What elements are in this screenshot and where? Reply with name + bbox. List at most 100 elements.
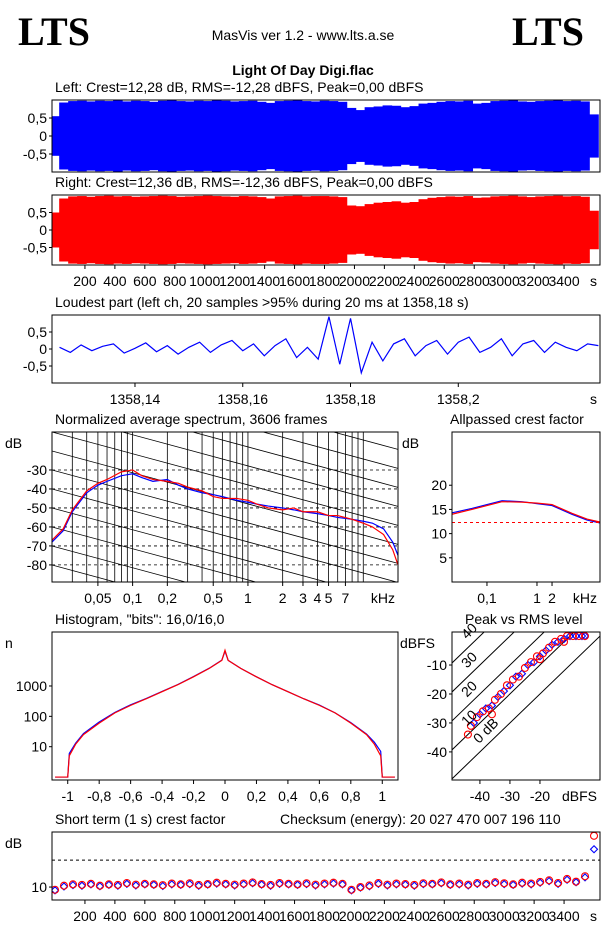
x-tick-label: 0,5 xyxy=(203,590,223,606)
point xyxy=(374,878,383,888)
waveform-envelope xyxy=(52,212,60,248)
waveform-envelope xyxy=(68,196,78,264)
panel-title: Allpassed crest factor xyxy=(450,411,584,427)
waveform-envelope xyxy=(481,102,491,170)
point xyxy=(266,880,275,889)
waveform-envelope xyxy=(454,196,465,264)
waveform-envelope xyxy=(418,103,429,169)
point xyxy=(580,872,590,881)
waveform-envelope xyxy=(391,201,402,259)
waveform-envelope xyxy=(346,205,357,255)
plot-area xyxy=(52,432,398,582)
waveform-envelope xyxy=(553,100,563,172)
waveform-envelope xyxy=(508,100,518,172)
point xyxy=(463,881,473,890)
waveform-envelope xyxy=(373,106,384,166)
point xyxy=(383,881,392,890)
waveform-envelope xyxy=(409,106,420,166)
point xyxy=(545,876,554,885)
waveform-envelope xyxy=(265,102,276,170)
waveform-envelope xyxy=(166,196,177,264)
point xyxy=(580,632,590,641)
x-tick-label: 1358,16 xyxy=(217,391,268,407)
data-line xyxy=(59,316,599,376)
x-tick-label: 400 xyxy=(103,908,127,924)
point xyxy=(131,880,140,889)
x-tick-label: 3200 xyxy=(519,273,550,289)
waveform-envelope xyxy=(463,100,474,172)
waveform-envelope xyxy=(526,101,536,171)
waveform-envelope xyxy=(409,202,420,258)
point xyxy=(559,634,569,644)
waveform-envelope xyxy=(238,196,249,264)
point xyxy=(544,876,554,886)
point xyxy=(553,879,563,889)
x-tick-label: 400 xyxy=(103,273,127,289)
crest-line xyxy=(452,635,600,780)
point xyxy=(239,879,248,888)
point xyxy=(505,681,515,690)
point xyxy=(463,730,472,739)
point xyxy=(320,879,329,888)
waveform-envelope xyxy=(256,101,267,171)
y-tick-label: -70 xyxy=(27,538,47,554)
point xyxy=(158,881,167,890)
point xyxy=(473,878,482,888)
point xyxy=(437,878,446,887)
waveform-envelope xyxy=(544,196,554,264)
y-tick-label: -30 xyxy=(27,462,47,478)
y-tick-label: 10 xyxy=(31,739,47,755)
waveform-envelope xyxy=(445,196,456,264)
plot-area xyxy=(52,100,599,172)
point xyxy=(248,878,257,887)
waveform-envelope xyxy=(229,101,240,171)
point xyxy=(167,880,177,889)
waveform-envelope xyxy=(220,100,231,172)
y-tick-label: 5 xyxy=(439,550,447,566)
waveform-envelope xyxy=(122,101,132,171)
waveform-envelope xyxy=(140,101,150,171)
x-tick-label: 0,6 xyxy=(310,788,330,804)
point xyxy=(77,881,87,890)
waveform-envelope xyxy=(193,196,204,264)
reference-slope xyxy=(52,469,398,564)
point xyxy=(490,695,499,704)
waveform-envelope xyxy=(562,196,572,264)
x-tick-label: -1 xyxy=(62,788,75,804)
point xyxy=(320,880,329,889)
waveform-envelope xyxy=(301,101,312,171)
waveform-envelope xyxy=(535,196,545,264)
waveform-envelope xyxy=(247,100,258,172)
x-tick-label: 1358,2 xyxy=(437,391,480,407)
point xyxy=(455,879,464,888)
point xyxy=(392,880,401,889)
point xyxy=(104,880,113,889)
point xyxy=(248,878,257,888)
x-tick-label: 2400 xyxy=(399,273,430,289)
x-tick-label: 200 xyxy=(73,273,97,289)
plot-area xyxy=(52,195,599,265)
waveform-envelope xyxy=(113,196,123,264)
waveform-envelope xyxy=(571,196,581,264)
reference-slope xyxy=(52,507,328,582)
point xyxy=(68,880,78,889)
y-tick-label: 15 xyxy=(431,501,447,517)
point xyxy=(122,879,132,889)
y-tick-label: 0 xyxy=(39,341,47,357)
y-axis-label: n xyxy=(5,635,13,651)
point xyxy=(487,710,496,719)
y-tick-label: 0,5 xyxy=(28,110,48,126)
plot-frame xyxy=(51,314,601,384)
plot-frame xyxy=(51,431,399,583)
point xyxy=(500,879,509,888)
waveform-envelope xyxy=(52,116,60,156)
waveform-envelope xyxy=(472,103,483,169)
waveform-envelope xyxy=(472,197,483,263)
x-tick-label: -0,8 xyxy=(87,788,111,804)
point xyxy=(535,655,545,664)
plot-area xyxy=(452,500,600,524)
x-tick-label: 2000 xyxy=(339,908,370,924)
x-tick-label: 800 xyxy=(163,908,187,924)
point xyxy=(131,881,141,890)
x-tick-label: 0 xyxy=(221,788,229,804)
